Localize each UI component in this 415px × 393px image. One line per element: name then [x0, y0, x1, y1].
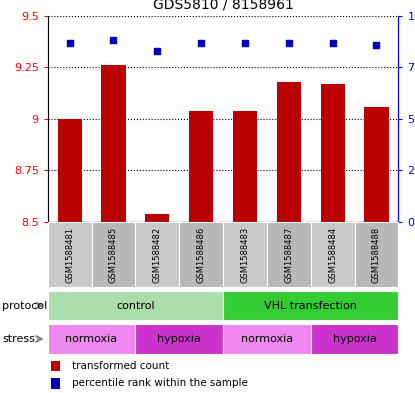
Text: normoxia: normoxia: [241, 334, 293, 344]
Bar: [48, 324, 135, 354]
Text: protocol: protocol: [2, 301, 47, 310]
Bar: [321, 84, 345, 222]
Bar: [364, 107, 388, 222]
Bar: [223, 324, 311, 354]
Text: VHL transfection: VHL transfection: [264, 301, 357, 310]
Bar: [267, 222, 311, 287]
Point: [110, 37, 117, 44]
Bar: [51, 361, 60, 371]
Bar: [277, 82, 301, 222]
Bar: [233, 111, 257, 222]
Point: [198, 39, 205, 46]
Point: [242, 39, 248, 46]
Bar: [189, 111, 213, 222]
Text: GSM1588485: GSM1588485: [109, 226, 118, 283]
Title: GDS5810 / 8158961: GDS5810 / 8158961: [153, 0, 293, 12]
Bar: [223, 291, 398, 320]
Text: percentile rank within the sample: percentile rank within the sample: [72, 378, 248, 388]
Bar: [223, 222, 267, 287]
Bar: [51, 378, 60, 389]
Text: normoxia: normoxia: [66, 334, 117, 344]
Bar: [92, 222, 135, 287]
Text: GSM1588481: GSM1588481: [65, 226, 74, 283]
Bar: [354, 222, 398, 287]
Text: hypoxia: hypoxia: [333, 334, 376, 344]
Bar: [145, 214, 169, 222]
Point: [154, 48, 161, 54]
Text: GSM1588482: GSM1588482: [153, 226, 162, 283]
Text: GSM1588483: GSM1588483: [240, 226, 249, 283]
Text: transformed count: transformed count: [72, 361, 169, 371]
Point: [66, 39, 73, 46]
Bar: [311, 324, 398, 354]
Text: GSM1588488: GSM1588488: [372, 226, 381, 283]
Text: GSM1588487: GSM1588487: [284, 226, 293, 283]
Bar: [48, 222, 92, 287]
Bar: [311, 222, 354, 287]
Bar: [135, 324, 223, 354]
Text: GSM1588484: GSM1588484: [328, 226, 337, 283]
Text: stress: stress: [2, 334, 35, 344]
Text: control: control: [116, 301, 155, 310]
Text: hypoxia: hypoxia: [157, 334, 201, 344]
Point: [330, 39, 336, 46]
Bar: [48, 291, 223, 320]
Bar: [179, 222, 223, 287]
Bar: [58, 119, 82, 222]
Bar: [101, 65, 125, 222]
Point: [373, 41, 380, 48]
Bar: [135, 222, 179, 287]
Text: GSM1588486: GSM1588486: [197, 226, 206, 283]
Point: [286, 39, 292, 46]
